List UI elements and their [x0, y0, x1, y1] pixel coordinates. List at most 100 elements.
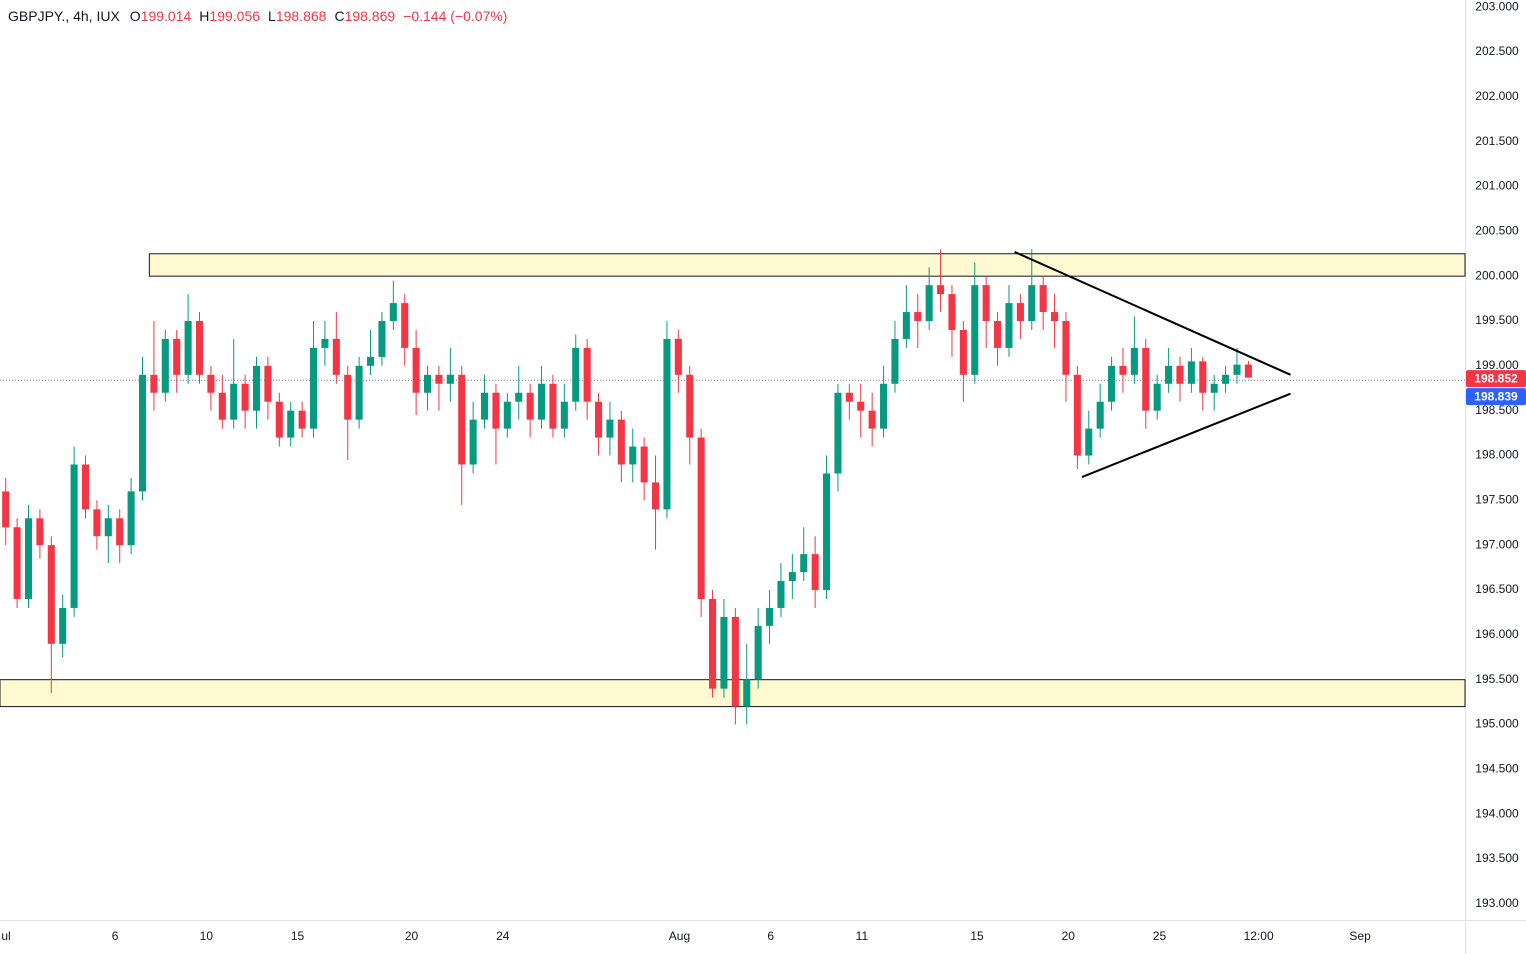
y-tick-label: 195.500 [1475, 672, 1519, 686]
candle-body [389, 303, 397, 322]
candle-body [914, 312, 922, 322]
candle-body [777, 581, 785, 608]
x-tick-label: 11 [856, 929, 869, 943]
x-tick-label: 6 [112, 929, 119, 943]
candle-body [446, 374, 454, 384]
x-tick-label: 25 [1153, 929, 1167, 943]
plot [0, 249, 1466, 725]
candle-body [538, 383, 546, 420]
candle-body [948, 294, 956, 330]
candle-body [1153, 383, 1161, 411]
candle-body [355, 365, 363, 420]
candle-body [891, 338, 899, 384]
y-tick-label: 193.500 [1475, 851, 1519, 865]
change: −0.144 (−0.07%) [403, 8, 508, 24]
candle-body [1176, 365, 1184, 384]
candle-body [880, 383, 888, 429]
candle-body [766, 607, 774, 626]
price-tag [1466, 388, 1526, 406]
candle-body [298, 410, 306, 429]
candle-body [617, 419, 625, 465]
candle-body [663, 338, 671, 510]
candle-body [709, 598, 717, 689]
x-tick-label: ul [1, 929, 10, 943]
candle-body [1039, 285, 1047, 313]
y-tick-label: 202.000 [1475, 89, 1519, 103]
candle-body [902, 312, 910, 339]
candle-body [218, 392, 226, 420]
candle-body [1096, 401, 1104, 429]
candle-body [731, 616, 739, 707]
x-tick-label: 15 [291, 929, 305, 943]
price-tag-label: 198.839 [1474, 389, 1518, 403]
candle-body [24, 518, 33, 599]
candle-body [697, 437, 705, 599]
candle-body [959, 329, 967, 375]
candle-body [1062, 321, 1070, 375]
open-value: 199.014 [140, 8, 192, 24]
candle-body [138, 374, 147, 492]
candle-body [161, 338, 169, 393]
candle-body [572, 347, 580, 402]
y-tick-label: 197.500 [1475, 493, 1519, 507]
candle-body [1244, 364, 1252, 378]
candle-body [868, 410, 876, 429]
candle-body [1073, 374, 1081, 456]
zone [148, 253, 1466, 277]
candle-body [412, 347, 420, 393]
candle-body [982, 285, 990, 322]
candle-body [1210, 383, 1218, 393]
candle-body [674, 338, 682, 375]
x-tick-label: 10 [200, 929, 214, 943]
close-value: 198.869 [344, 8, 396, 24]
candle-body [81, 464, 90, 510]
y-tick-label: 193.000 [1475, 896, 1519, 910]
candle-body [492, 392, 500, 429]
candle-body [595, 401, 603, 438]
x-tick-label: 6 [767, 929, 774, 943]
candle-body [2, 491, 10, 528]
candle-body [583, 347, 591, 402]
candle-body [207, 374, 215, 393]
candle-body [332, 338, 340, 375]
candle-body [845, 392, 853, 402]
price-tag [1466, 370, 1526, 388]
candle-body [59, 607, 67, 644]
low-label: L [268, 8, 276, 24]
candle-body [925, 285, 933, 322]
x-tick-label: 20 [405, 929, 419, 943]
legend-header: GBPJPY., 4h, IUX O199.014 H199.056 L198.868… [8, 8, 515, 24]
candle-body [560, 401, 568, 429]
candle-body [503, 401, 511, 429]
x-tick-label: 20 [1062, 929, 1076, 943]
candle-body [1165, 365, 1173, 384]
candle-body [93, 509, 101, 537]
candle-body [937, 285, 945, 295]
candle-body [1016, 303, 1024, 322]
trendline [1081, 392, 1291, 478]
y-tick-label: 197.000 [1475, 537, 1519, 551]
high-value: 199.056 [209, 8, 261, 24]
candle-body [287, 410, 295, 438]
candle-body [423, 374, 432, 393]
candle-body [241, 383, 249, 411]
candle-body [435, 374, 443, 384]
candle-body [754, 625, 762, 680]
x-tick-label: Sep [1349, 929, 1371, 943]
candle-body [720, 616, 728, 689]
candle-body [686, 374, 694, 438]
candle-body [469, 419, 477, 465]
y-tick-label: 203.000 [1475, 0, 1519, 13]
candle-body [36, 518, 44, 546]
y-tick-label: 194.500 [1475, 762, 1519, 776]
candle-body [116, 518, 124, 546]
candle-body [515, 392, 523, 402]
candle-body [230, 383, 238, 420]
candle-body [127, 491, 135, 546]
x-tick-label: 15 [970, 929, 984, 943]
trendline [1014, 251, 1291, 376]
low-value: 198.868 [275, 8, 327, 24]
